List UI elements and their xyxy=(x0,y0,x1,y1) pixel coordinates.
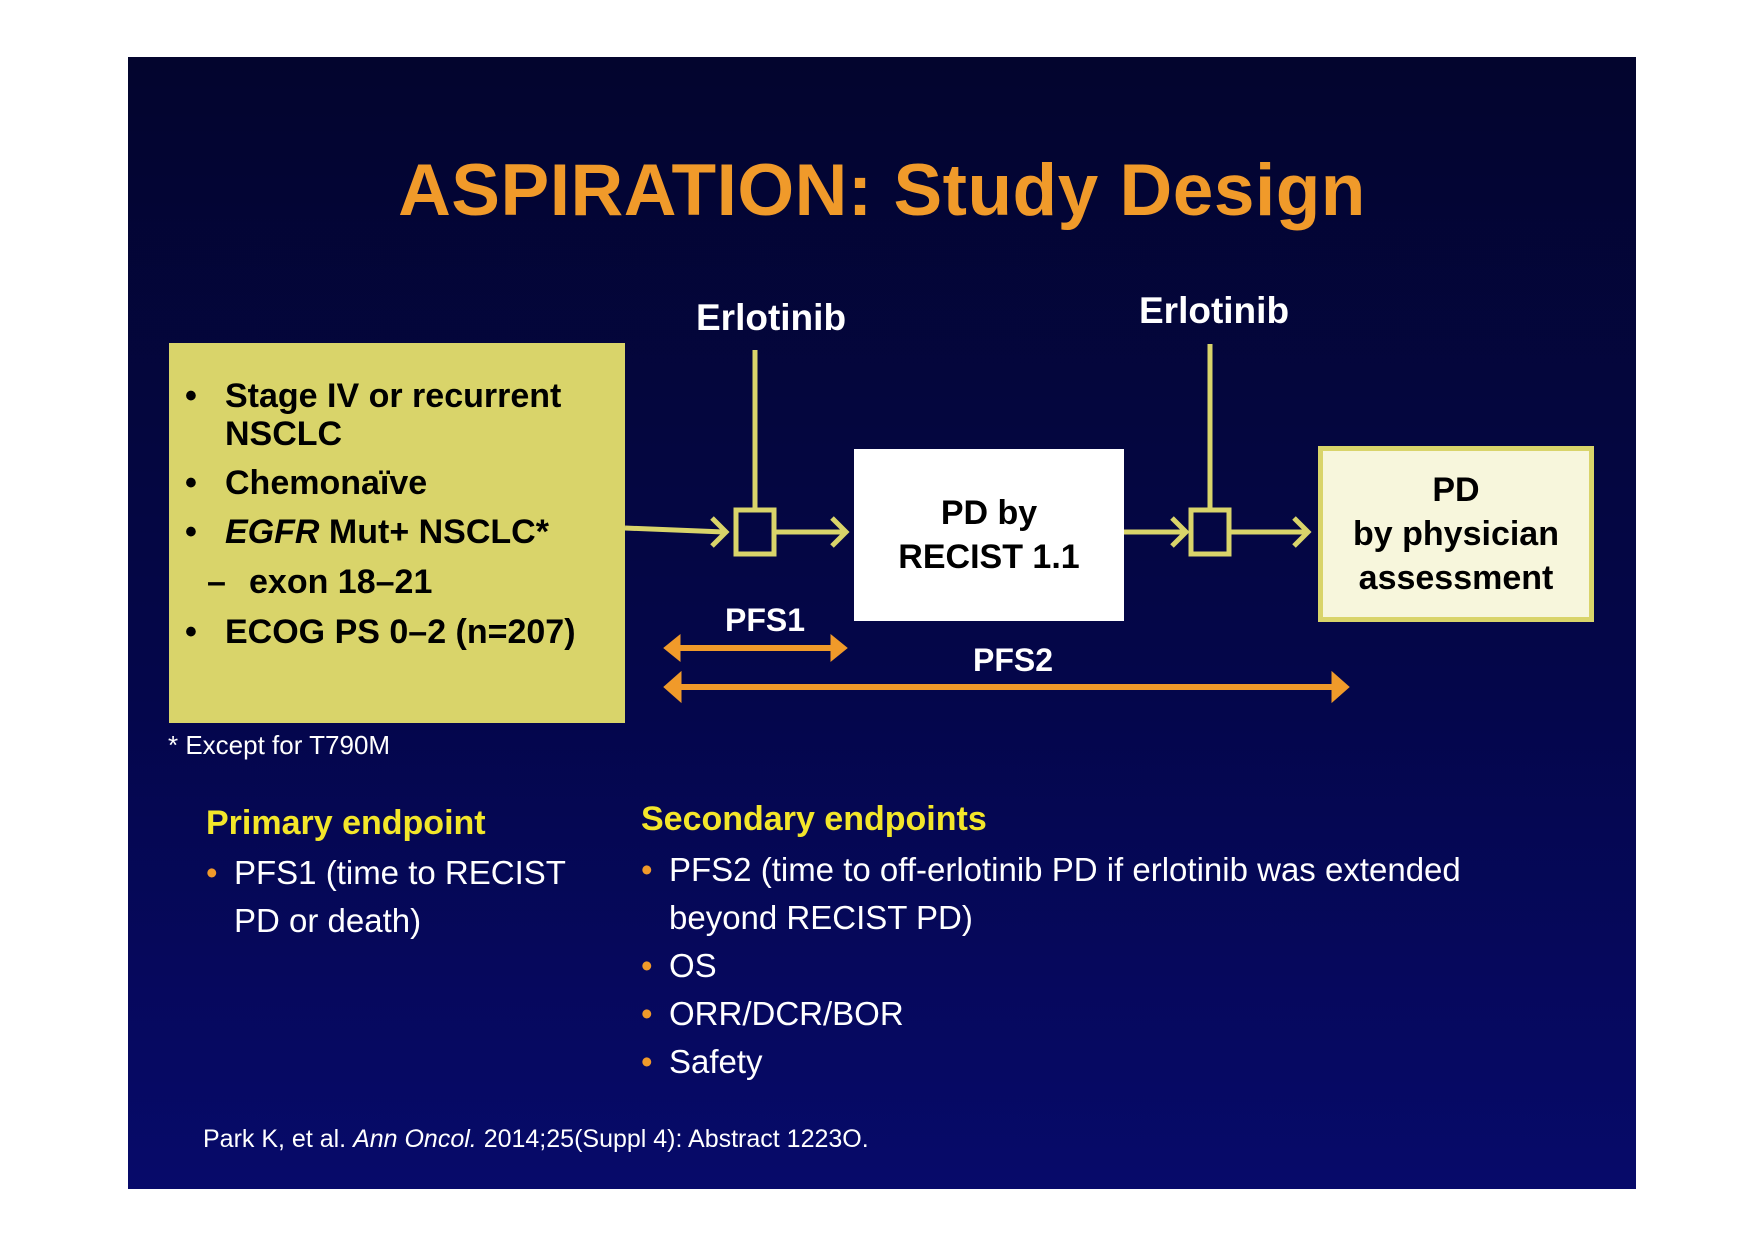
citation-details: 2014;25(Suppl 4): Abstract 1223O. xyxy=(476,1125,869,1153)
arrowhead xyxy=(1292,516,1312,548)
box-line: PD xyxy=(1432,470,1480,509)
endpoint-text: PFS2 (time to off-erlotinib PD if erloti… xyxy=(669,851,1461,888)
mutation-text: Mut+ NSCLC* xyxy=(319,513,549,551)
flow-connectors xyxy=(624,344,1350,704)
gene-name: EGFR xyxy=(225,513,320,551)
primary-endpoint-heading: Primary endpoint xyxy=(206,804,486,842)
pfs1-arrow-left-head xyxy=(663,633,681,663)
pfs1-label: PFS1 xyxy=(725,602,806,638)
criteria-text: EGFR Mut+ NSCLC* xyxy=(225,513,549,552)
endpoint-text: PFS1 (time to RECIST xyxy=(234,854,566,891)
citation-journal: Ann Oncol. xyxy=(353,1125,477,1153)
bullet: • xyxy=(206,854,218,891)
pfs2-arrow-left-head xyxy=(663,670,682,704)
box-line: PD by xyxy=(940,493,1038,532)
erlotinib-label-1: Erlotinib xyxy=(696,297,847,338)
criteria-text: Chemonaïve xyxy=(225,464,428,502)
pd-recist-box: PD by RECIST 1.1 xyxy=(854,449,1124,621)
decision-square-1 xyxy=(733,507,777,557)
bullet: • xyxy=(185,513,197,551)
arrowhead xyxy=(830,516,850,548)
erlotinib-label-2: Erlotinib xyxy=(1139,290,1290,331)
citation: Park K, et al. Ann Oncol. 2014;25(Suppl … xyxy=(203,1125,869,1154)
criteria-footnote: * Except for T790M xyxy=(168,730,391,760)
bullet: • xyxy=(641,947,653,984)
slide-title: ASPIRATION: Study Design xyxy=(398,150,1366,231)
bullet: • xyxy=(185,464,197,502)
bullet: • xyxy=(641,1043,653,1080)
criteria-text: ECOG PS 0–2 (n=207) xyxy=(225,613,576,651)
box-line: by physician xyxy=(1353,514,1559,553)
endpoint-text: OS xyxy=(669,947,717,984)
bullet: • xyxy=(641,851,653,888)
pfs2-arrow-right-head xyxy=(1331,670,1350,704)
dash: – xyxy=(207,563,226,601)
endpoint-text: PD or death) xyxy=(234,902,422,939)
inclusion-criteria-box: • Stage IV or recurrent NSCLC • Chemonaï… xyxy=(169,343,625,723)
endpoint-text: Safety xyxy=(669,1043,763,1080)
pfs2-label: PFS2 xyxy=(973,642,1054,678)
criteria-text: Stage IV or recurrent xyxy=(225,377,562,415)
secondary-endpoints-heading: Secondary endpoints xyxy=(641,800,987,838)
bullet: • xyxy=(185,377,197,415)
criteria-text: exon 18–21 xyxy=(249,563,433,601)
decision-square-2 xyxy=(1188,507,1232,557)
criteria-text: NSCLC xyxy=(225,415,343,453)
citation-authors: Park K, et al. xyxy=(203,1125,354,1153)
arrowhead xyxy=(710,516,730,548)
pfs1-arrow-right-head xyxy=(830,633,848,663)
pd-physician-box: PD by physician assessment xyxy=(1318,446,1594,622)
box-line: RECIST 1.1 xyxy=(898,538,1080,576)
arrowhead xyxy=(1170,516,1190,548)
endpoint-text: ORR/DCR/BOR xyxy=(669,995,904,1032)
connector-line xyxy=(624,525,725,535)
endpoint-text: beyond RECIST PD) xyxy=(669,899,973,936)
slide: ASPIRATION: Study Design • Stage IV or r… xyxy=(128,57,1636,1189)
box-line: assessment xyxy=(1358,559,1554,598)
bullet: • xyxy=(185,613,197,651)
bullet: • xyxy=(641,995,653,1032)
